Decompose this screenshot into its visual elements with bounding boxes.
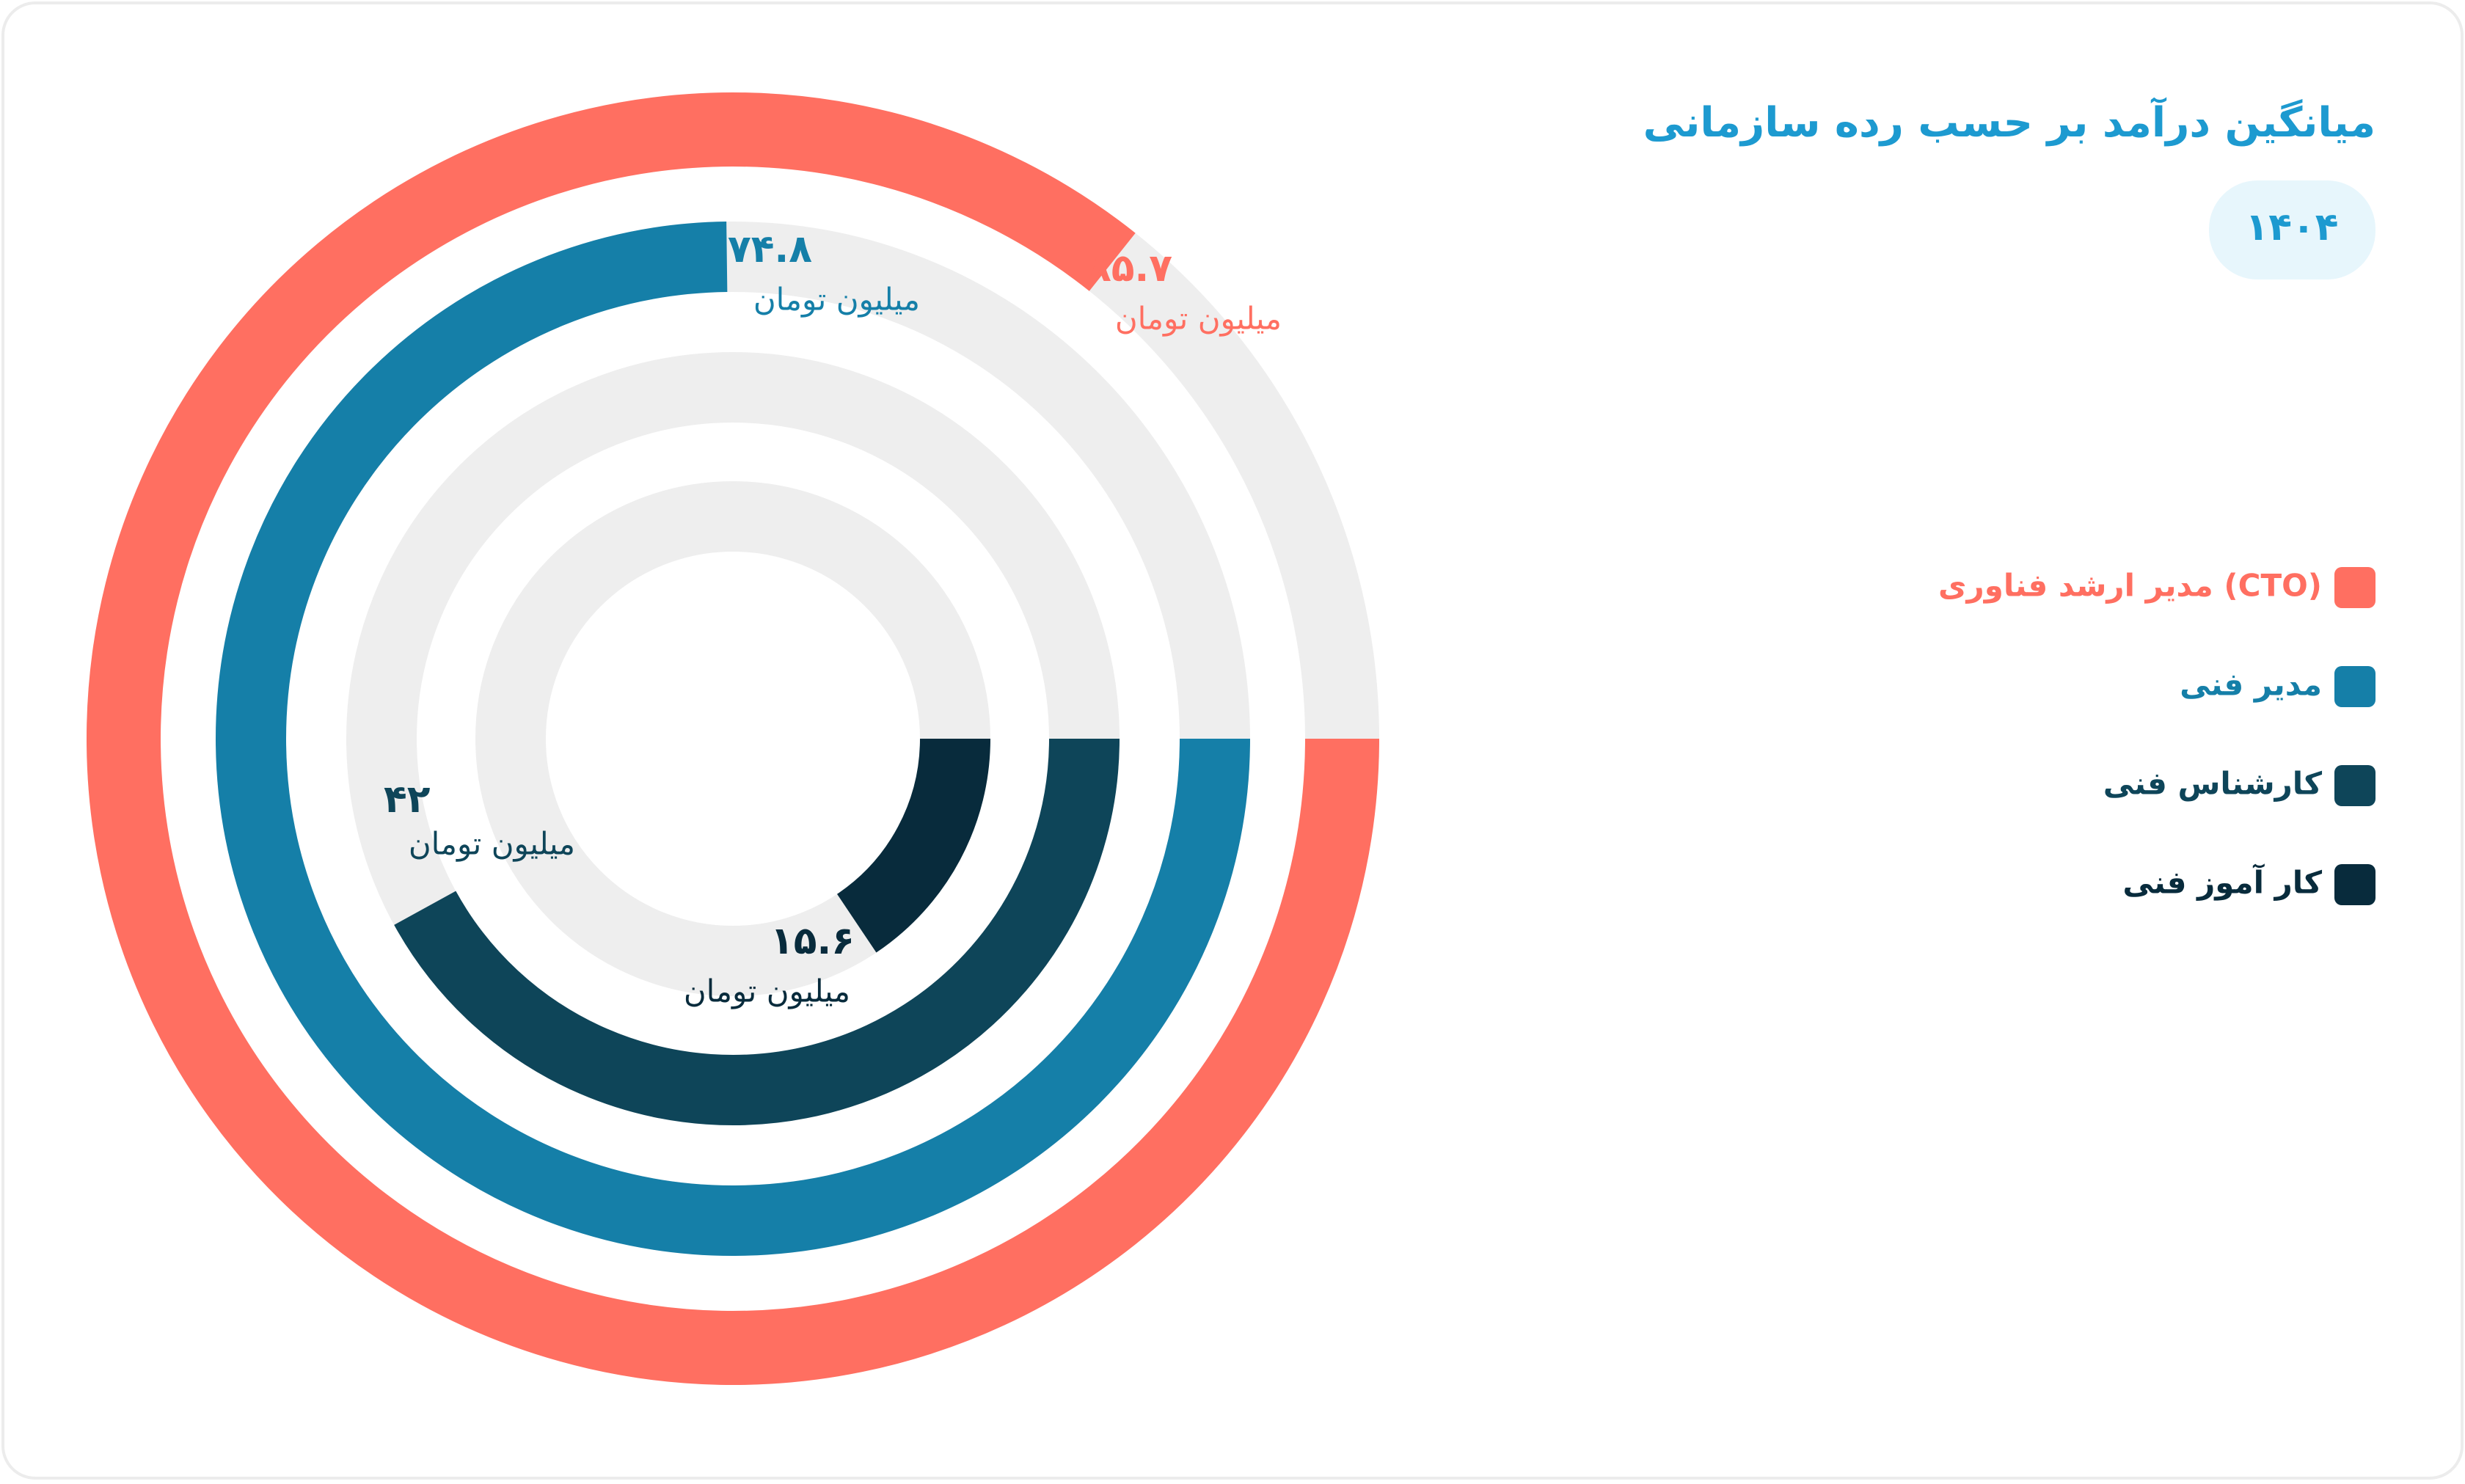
- legend-label: مدیر فنی: [2180, 667, 2322, 703]
- legend-label: کارشناس فنی: [2103, 766, 2323, 802]
- chart-title: میانگین درآمد بر حسب رده سازمانی: [1643, 97, 2375, 147]
- radial-bar: [216, 222, 1250, 1256]
- value-label: ۸۵.۷: [1088, 246, 1172, 290]
- value-unit: میلیون تومان: [684, 973, 850, 1009]
- legend-label: کار آموز فنی: [2122, 864, 2322, 902]
- legend-swatch: [2334, 567, 2375, 608]
- radial-bar: [87, 92, 1379, 1385]
- legend-label: مدیر ارشد فناوری (CTO): [1938, 568, 2322, 604]
- year-badge: [2209, 180, 2375, 279]
- value-label: ۱۵.۶: [770, 919, 855, 963]
- year-badge-label: ۱۴۰۴: [2246, 205, 2339, 249]
- legend-swatch: [2334, 666, 2375, 707]
- value-unit: میلیون تومان: [1115, 301, 1282, 337]
- radial-bar: [394, 738, 1120, 1125]
- value-unit: میلیون تومان: [753, 282, 920, 318]
- radial-bar: [836, 738, 990, 953]
- legend-swatch: [2334, 864, 2375, 905]
- value-label: ۴۲: [384, 778, 431, 822]
- value-label: ۷۴.۸: [728, 227, 812, 271]
- legend-swatch: [2334, 765, 2375, 806]
- value-unit: میلیون تومان: [409, 826, 575, 862]
